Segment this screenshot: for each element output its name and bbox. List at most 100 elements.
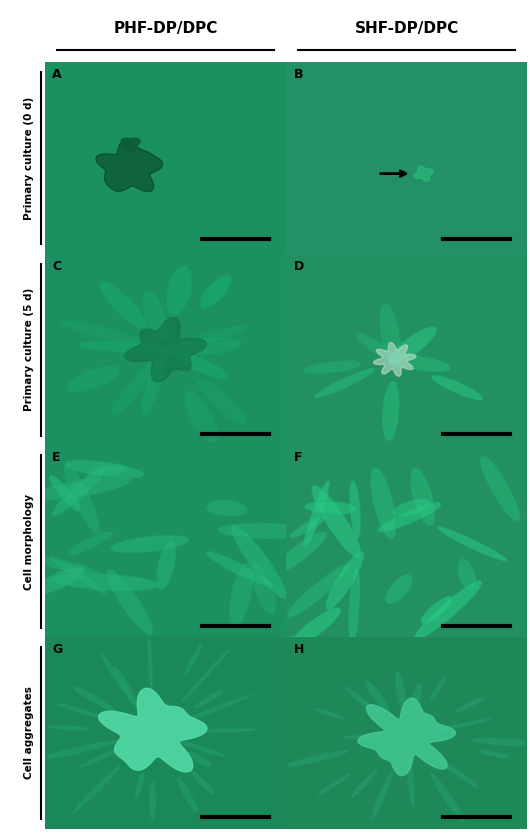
Polygon shape <box>371 468 396 539</box>
Polygon shape <box>421 719 491 734</box>
Polygon shape <box>407 755 414 807</box>
Polygon shape <box>287 563 351 616</box>
Polygon shape <box>125 317 206 382</box>
Polygon shape <box>436 758 478 787</box>
Polygon shape <box>184 644 202 675</box>
Polygon shape <box>45 566 84 594</box>
Text: Cell morphology: Cell morphology <box>24 493 34 590</box>
Polygon shape <box>50 476 80 511</box>
Text: Primary culture (5 d): Primary culture (5 d) <box>24 288 34 412</box>
Text: Primary culture (0 d): Primary culture (0 d) <box>24 97 34 220</box>
Polygon shape <box>314 709 345 719</box>
Polygon shape <box>358 698 456 776</box>
Polygon shape <box>481 456 519 521</box>
Polygon shape <box>393 500 430 516</box>
Polygon shape <box>480 751 511 758</box>
Text: PHF-DP/DPC: PHF-DP/DPC <box>113 21 218 36</box>
Polygon shape <box>304 481 329 547</box>
Polygon shape <box>177 741 225 756</box>
Polygon shape <box>99 688 207 772</box>
Polygon shape <box>143 290 167 342</box>
Polygon shape <box>107 570 153 635</box>
Polygon shape <box>89 465 127 476</box>
Polygon shape <box>414 166 434 182</box>
Polygon shape <box>135 773 144 798</box>
Text: SHF-DP/DPC: SHF-DP/DPC <box>355 21 459 36</box>
Polygon shape <box>181 649 229 702</box>
Polygon shape <box>388 327 436 364</box>
Polygon shape <box>53 574 158 591</box>
Polygon shape <box>80 342 167 353</box>
Polygon shape <box>350 481 360 539</box>
Polygon shape <box>188 729 255 733</box>
Polygon shape <box>68 531 113 555</box>
Polygon shape <box>96 141 163 192</box>
Polygon shape <box>170 325 250 350</box>
Polygon shape <box>149 782 156 820</box>
Text: B: B <box>294 68 303 82</box>
Polygon shape <box>458 559 475 591</box>
Polygon shape <box>357 333 394 360</box>
Polygon shape <box>64 464 100 534</box>
Polygon shape <box>374 342 416 377</box>
Polygon shape <box>415 581 481 637</box>
Polygon shape <box>343 736 376 739</box>
Polygon shape <box>303 362 361 373</box>
Polygon shape <box>175 695 252 725</box>
Polygon shape <box>66 461 144 477</box>
Polygon shape <box>372 771 393 819</box>
Polygon shape <box>411 468 435 526</box>
Polygon shape <box>421 596 452 623</box>
Polygon shape <box>395 671 405 710</box>
Polygon shape <box>473 738 525 746</box>
Polygon shape <box>232 525 286 599</box>
Polygon shape <box>200 275 232 308</box>
Polygon shape <box>195 691 224 708</box>
Text: A: A <box>52 68 62 82</box>
Polygon shape <box>230 563 252 626</box>
Polygon shape <box>173 352 229 379</box>
Polygon shape <box>378 503 440 531</box>
Polygon shape <box>148 639 153 691</box>
Polygon shape <box>48 741 117 760</box>
Text: G: G <box>52 643 63 656</box>
Polygon shape <box>430 677 445 700</box>
Polygon shape <box>112 355 163 416</box>
Polygon shape <box>388 355 450 372</box>
Polygon shape <box>111 536 188 552</box>
Polygon shape <box>142 348 168 415</box>
Polygon shape <box>57 704 101 717</box>
Polygon shape <box>73 687 115 711</box>
Polygon shape <box>456 697 484 712</box>
Polygon shape <box>410 683 421 717</box>
Polygon shape <box>100 282 147 329</box>
Polygon shape <box>78 738 143 768</box>
Polygon shape <box>67 366 119 392</box>
Polygon shape <box>351 769 377 797</box>
Text: H: H <box>294 643 304 656</box>
Polygon shape <box>218 523 286 538</box>
Polygon shape <box>365 681 389 712</box>
Polygon shape <box>289 751 348 768</box>
Text: D: D <box>294 260 304 273</box>
Polygon shape <box>197 379 247 425</box>
Polygon shape <box>305 501 356 514</box>
Polygon shape <box>164 337 242 356</box>
Polygon shape <box>312 486 361 558</box>
Polygon shape <box>184 391 218 442</box>
Polygon shape <box>157 540 175 589</box>
Polygon shape <box>114 666 140 710</box>
Polygon shape <box>438 527 506 561</box>
Text: F: F <box>294 451 302 465</box>
Polygon shape <box>432 376 482 400</box>
Polygon shape <box>186 751 211 767</box>
Polygon shape <box>318 773 351 795</box>
Polygon shape <box>45 476 131 500</box>
Polygon shape <box>344 686 388 722</box>
Polygon shape <box>50 557 107 594</box>
Polygon shape <box>45 558 99 575</box>
Polygon shape <box>290 516 326 537</box>
Text: Cell aggregates: Cell aggregates <box>24 686 34 780</box>
Polygon shape <box>380 304 401 369</box>
Polygon shape <box>178 777 197 812</box>
